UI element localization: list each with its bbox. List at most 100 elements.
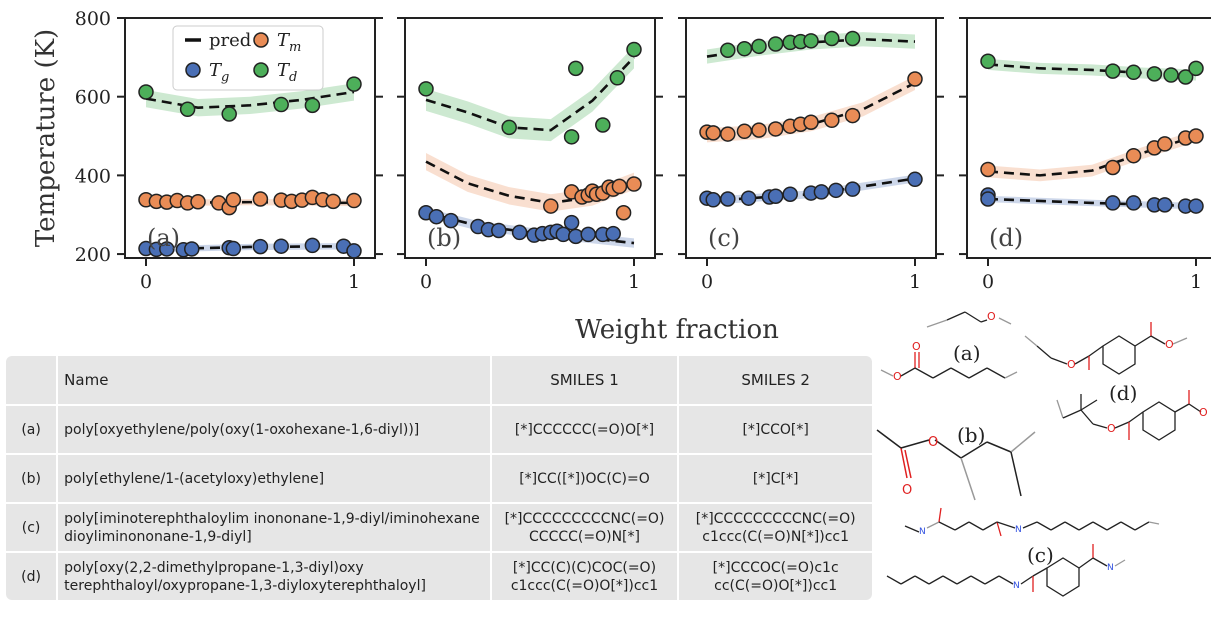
x-tick-label: 1 bbox=[628, 271, 640, 293]
header-smiles-2: SMILES 2 bbox=[679, 356, 872, 406]
x-tick-label: 1 bbox=[1190, 271, 1202, 293]
point-t_d bbox=[720, 42, 736, 59]
molecule-label-b: (b) bbox=[957, 423, 985, 447]
point-t_m bbox=[767, 121, 784, 137]
molecule-label-d: (d) bbox=[1109, 381, 1137, 405]
point-t_d bbox=[1146, 66, 1163, 82]
panel-d: 0 1 (d) bbox=[959, 17, 1211, 293]
point-t_g bbox=[511, 224, 528, 241]
point-t_d bbox=[609, 70, 626, 86]
point-t_d bbox=[501, 119, 517, 136]
x-tick-label: 1 bbox=[348, 271, 360, 293]
molecule-structures: O O O (a) O O bbox=[876, 310, 1208, 597]
point-t_g bbox=[346, 243, 362, 259]
row-smiles-2: [*]C[*] bbox=[679, 455, 872, 504]
point-t_g bbox=[491, 222, 507, 239]
point-t_m bbox=[824, 112, 840, 129]
point-t_m bbox=[190, 193, 206, 210]
point-t_g bbox=[563, 214, 580, 231]
point-t_g bbox=[443, 212, 459, 229]
point-t_d bbox=[1125, 64, 1142, 81]
x-tick-label: 0 bbox=[701, 271, 713, 293]
point-t_g bbox=[273, 238, 289, 254]
header-name: Name bbox=[58, 356, 492, 406]
y-tick-label: 400 bbox=[75, 165, 111, 187]
point-t_m bbox=[705, 125, 721, 141]
point-t_m bbox=[615, 205, 632, 221]
y-tick-label: 800 bbox=[75, 8, 111, 30]
point-t_g bbox=[568, 228, 584, 245]
plot-frame bbox=[124, 17, 376, 259]
legend-label-pred: pred bbox=[209, 30, 251, 51]
plot-frame bbox=[966, 17, 1211, 259]
point-t_g bbox=[428, 208, 445, 225]
plot-frame bbox=[685, 17, 937, 259]
molecule-c-nitrogen: N bbox=[919, 527, 926, 537]
point-t_d bbox=[980, 53, 996, 70]
point-t_d bbox=[803, 33, 819, 49]
point-t_g bbox=[705, 192, 721, 208]
row-name: poly[ethylene/1-(acetyloxy)ethylene] bbox=[58, 455, 492, 504]
point-t_d bbox=[736, 40, 753, 57]
point-t_m bbox=[980, 161, 996, 178]
molecule-a-bottom bbox=[880, 352, 1018, 379]
point-t_g bbox=[580, 226, 596, 243]
point-t_m bbox=[736, 123, 753, 140]
panel-b: 0 1 (b) bbox=[397, 17, 663, 293]
point-t_d bbox=[751, 38, 767, 55]
row-id: (b) bbox=[6, 455, 59, 504]
pred-line-t_g bbox=[987, 197, 1197, 208]
point-t_m bbox=[1105, 159, 1121, 176]
point-t_d bbox=[844, 30, 861, 47]
pred-line-t_d bbox=[145, 90, 355, 110]
point-t_g bbox=[844, 181, 861, 197]
point-t_g bbox=[907, 171, 923, 188]
point-t_g bbox=[828, 182, 844, 199]
panel-label: (d) bbox=[989, 224, 1023, 252]
point-t_m bbox=[325, 193, 341, 210]
point-t_g bbox=[767, 188, 784, 204]
point-t_m bbox=[751, 122, 767, 138]
pred-line-t_d bbox=[987, 63, 1197, 77]
point-t_m bbox=[720, 126, 736, 142]
table-row: (d) poly[oxy(2,2-dimethylpropane-1,3-diy… bbox=[6, 553, 872, 600]
point-t_m bbox=[844, 107, 861, 124]
point-t_g bbox=[782, 186, 798, 203]
molecule-b-oxygen: O bbox=[928, 435, 938, 450]
point-t_g bbox=[159, 241, 175, 257]
point-t_g bbox=[605, 225, 621, 242]
molecule-a-top-oxygen: O bbox=[987, 310, 996, 323]
molecule-d-top-oxygen: O bbox=[1067, 358, 1076, 371]
row-smiles-1: [*]CCCCCC(=O)O[*] bbox=[491, 406, 680, 455]
band-t_m bbox=[426, 152, 634, 212]
legend-swatch-t_d bbox=[253, 62, 269, 78]
row-id: (c) bbox=[6, 504, 59, 553]
x-tick-label: 0 bbox=[982, 271, 994, 293]
point-t_m bbox=[1125, 147, 1142, 164]
point-t_m bbox=[252, 191, 269, 207]
point-t_d bbox=[595, 117, 611, 133]
x-tick-label: 0 bbox=[420, 271, 432, 293]
point-t_d bbox=[626, 41, 642, 58]
point-t_d bbox=[304, 97, 321, 114]
point-t_d bbox=[221, 106, 237, 122]
point-t_g bbox=[184, 241, 200, 257]
molecule-d-bottom-oxygen: O bbox=[1107, 422, 1116, 435]
pred-line-t_g bbox=[425, 211, 635, 245]
y-tick-label: 600 bbox=[75, 87, 111, 109]
header-smiles-1: SMILES 1 bbox=[491, 356, 680, 406]
point-t_g bbox=[740, 190, 757, 206]
molecule-b bbox=[876, 429, 1036, 501]
molecule-a-top bbox=[926, 311, 1012, 328]
molecule-d-top bbox=[1024, 322, 1188, 375]
molecule-b-oxygen-2: O bbox=[902, 483, 912, 498]
row-smiles-2: [*]CCCOC(=O)c1c cc(C(=O)O[*])cc1 bbox=[712, 559, 839, 594]
y-axis-title: Temperature (K) bbox=[31, 29, 61, 247]
point-t_g bbox=[304, 237, 321, 254]
point-t_g bbox=[1125, 195, 1142, 211]
x-tick-label: 1 bbox=[909, 271, 921, 293]
point-t_m bbox=[1157, 136, 1173, 152]
polymer-table-container: Name SMILES 1 SMILES 2 (a) poly[oxyethyl… bbox=[6, 356, 872, 624]
molecule-c bbox=[886, 507, 1160, 597]
legend-box bbox=[172, 25, 324, 91]
